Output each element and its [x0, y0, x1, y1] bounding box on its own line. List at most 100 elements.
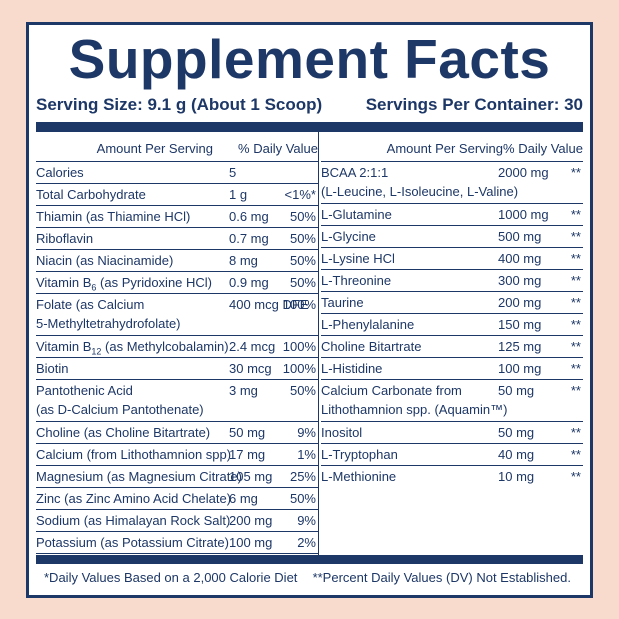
footnote: **Percent Daily Values (DV) Not Establis…: [312, 570, 571, 585]
nutrient-row: Inositol 50 mg **: [321, 422, 583, 444]
nutrient-row: L-Threonine 300 mg **: [321, 270, 583, 292]
nutrient-name: Inositol: [321, 425, 363, 440]
amount: 50 mg: [229, 425, 266, 440]
amount: 125 mg: [498, 339, 542, 354]
footnote: *Daily Values Based on a 2,000 Calorie D…: [44, 570, 298, 585]
nutrient-row: Total Carbohydrate 1 g <1%*: [36, 184, 318, 206]
amount: 100 mg: [229, 535, 273, 550]
name-text: (as Pyridoxine HCl): [96, 275, 213, 290]
facts-panel: Supplement Facts Serving Size: 9.1 g (Ab…: [26, 22, 593, 598]
daily-value: 1%: [297, 447, 316, 462]
nutrient-name: Vitamin B6 (as Pyridoxine HCl): [36, 274, 212, 297]
nutrient-name-line2: (L-Leucine, L-Isoleucine, L-Valine): [321, 184, 519, 199]
nutrient-name: Vitamin B12 (as Methylcobalamin): [36, 338, 229, 361]
title: Supplement Facts: [68, 28, 551, 90]
daily-value: 9%: [297, 425, 316, 440]
nutrient-name-line2: (as D-Calcium Pantothenate): [36, 402, 204, 417]
nutrient-row: Biotin 30 mcg 100%: [36, 358, 318, 380]
amount: 40 mg: [498, 447, 535, 462]
nutrient-name: L-Tryptophan: [321, 447, 398, 462]
daily-value: **: [570, 229, 581, 244]
amount-header: Amount Per Serving: [386, 141, 503, 156]
nutrient-name: Zinc (as Zinc Amino Acid Chelate): [36, 491, 232, 506]
nutrient-row: Vitamin B12 (as Methylcobalamin) 2.4 mcg 1…: [36, 336, 318, 358]
amount: 3 mg: [229, 383, 258, 398]
nutrient-name: L-Methionine: [321, 469, 397, 484]
serving-info: Serving Size: 9.1 g (About 1 Scoop) Serv…: [36, 93, 583, 117]
nutrient-name: Total Carbohydrate: [36, 187, 146, 202]
nutrient-name: Calories: [36, 165, 84, 180]
nutrient-row: Calcium (from Lithothamnion spp) 17 mg 1%: [36, 444, 318, 466]
nutrient-row: Pantothenic Acid (as D-Calcium Pantothena…: [36, 380, 318, 422]
nutrient-name: Choline Bitartrate: [321, 339, 422, 354]
amount: 0.6 mg: [229, 209, 269, 224]
nutrient-row: Niacin (as Niacinamide) 8 mg 50%: [36, 250, 318, 272]
nutrient-name: BCAA 2:1:1: [321, 165, 389, 180]
nutrient-row: L-Tryptophan 40 mg **: [321, 444, 583, 466]
amount: 105 mg: [229, 469, 273, 484]
column-header: Amount Per Serving% Daily Value: [321, 135, 583, 162]
daily-value: 100%: [282, 361, 316, 376]
daily-value: 50%: [289, 231, 316, 246]
divider-bar: [36, 122, 583, 132]
daily-value: 50%: [289, 253, 316, 268]
name-text: (as Methylcobalamin): [101, 339, 229, 354]
nutrient-name: L-Glutamine: [321, 207, 392, 222]
daily-value: **: [570, 383, 581, 398]
amount: 30 mcg: [229, 361, 272, 376]
daily-value: **: [570, 361, 581, 376]
nutrient-name: L-Threonine: [321, 273, 392, 288]
daily-value: 25%: [289, 469, 316, 484]
nutrient-name: Magnesium (as Magnesium Citrate): [36, 469, 242, 484]
amount: 500 mg: [498, 229, 542, 244]
nutrient-row: Folate (as Calcium 5-Methyltetrahydrofola…: [36, 294, 318, 336]
daily-value: 100%: [282, 297, 316, 312]
nutrient-row: L-Glutamine 1000 mg **: [321, 204, 583, 226]
nutrient-row: L-Glycine 500 mg **: [321, 226, 583, 248]
amount: 400 mcg DFE: [229, 297, 309, 312]
nutrient-name: L-Histidine: [321, 361, 383, 376]
amount: 8 mg: [229, 253, 258, 268]
nutrient-row: L-Phenylalanine 150 mg **: [321, 314, 583, 336]
nutrient-row: Vitamin B6 (as Pyridoxine HCl) 0.9 mg 50%: [36, 272, 318, 294]
nutrient-name: Potassium (as Potassium Citrate): [36, 535, 229, 550]
amount: 400 mg: [498, 251, 542, 266]
amount: 300 mg: [498, 273, 542, 288]
nutrient-name: Choline (as Choline Bitartrate): [36, 425, 211, 440]
nutrient-name: Thiamin (as Thiamine HCl): [36, 209, 191, 224]
nutrient-row: Choline (as Choline Bitartrate) 50 mg 9%: [36, 422, 318, 444]
daily-value: 50%: [289, 209, 316, 224]
nutrient-name: Calcium Carbonate from: [321, 383, 462, 398]
daily-value: 100%: [282, 339, 316, 354]
daily-value: **: [570, 207, 581, 222]
daily-value: **: [570, 425, 581, 440]
daily-value: 50%: [289, 383, 316, 398]
amount: 200 mg: [229, 513, 273, 528]
amount: 2.4 mcg: [229, 339, 276, 354]
nutrient-name: L-Phenylalanine: [321, 317, 415, 332]
right-column: Amount Per Serving% Daily Value BCAA 2:1:…: [321, 135, 583, 487]
amount: 10 mg: [498, 469, 535, 484]
name-subscript: 6: [91, 282, 97, 293]
amount: 6 mg: [229, 491, 258, 506]
amount: 50 mg: [498, 383, 535, 398]
amount: 0.9 mg: [229, 275, 269, 290]
nutrient-row: Potassium (as Potassium Citrate) 100 mg 2%: [36, 532, 318, 554]
nutrient-name-line2: Lithothamnion spp. (Aquamin™): [321, 402, 508, 417]
dv-header: % Daily Value: [503, 141, 583, 156]
name-text: Vitamin B: [36, 275, 92, 290]
nutrient-row: Riboflavin 0.7 mg 50%: [36, 228, 318, 250]
nutrient-name: Taurine: [321, 295, 364, 310]
nutrient-name: L-Glycine: [321, 229, 376, 244]
nutrient-name: Pantothenic Acid: [36, 383, 133, 398]
nutrient-name: Niacin (as Niacinamide): [36, 253, 174, 268]
amount: 17 mg: [229, 447, 266, 462]
nutrient-name: Calcium (from Lithothamnion spp): [36, 447, 232, 462]
nutrient-name: Folate (as Calcium: [36, 297, 145, 312]
amount: 1 g: [229, 187, 248, 202]
daily-value: **: [570, 273, 581, 288]
nutrient-row: L-Lysine HCl 400 mg **: [321, 248, 583, 270]
nutrient-name: Riboflavin: [36, 231, 94, 246]
